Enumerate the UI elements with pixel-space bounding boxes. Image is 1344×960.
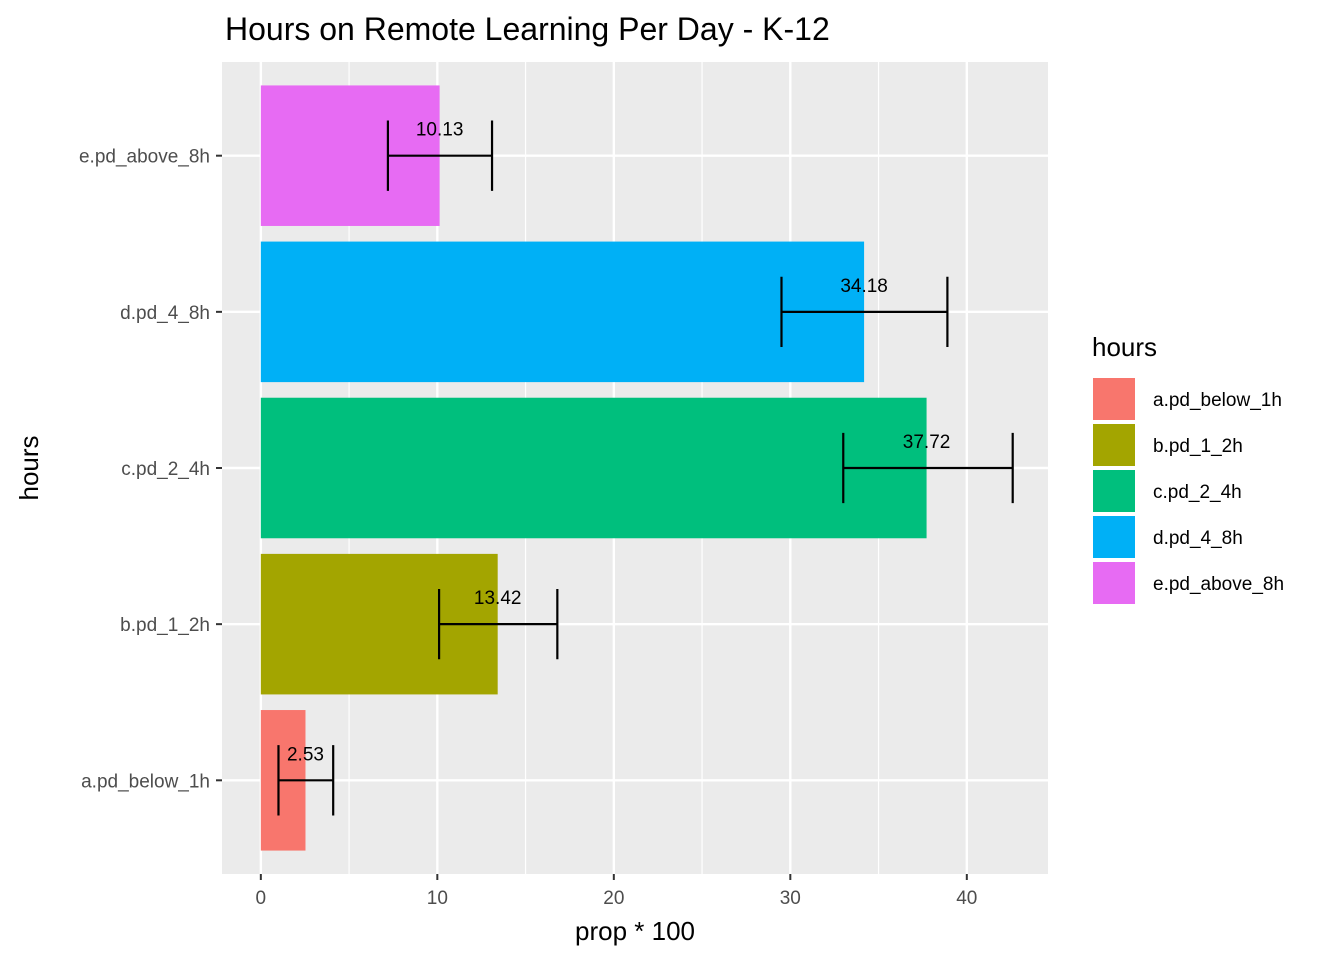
grid-lines [222, 62, 1048, 874]
legend-label-d.pd_4_8h: d.pd_4_8h [1153, 528, 1243, 549]
bar-c.pd_2_4h [260, 397, 927, 539]
x-axis-title: prop * 100 [575, 916, 695, 946]
data-label-b.pd_1_2h: 13.42 [474, 588, 522, 609]
legend-title: hours [1092, 332, 1157, 362]
y-tick-label: e.pd_above_8h [79, 147, 210, 168]
legend-label-a.pd_below_1h: a.pd_below_1h [1153, 390, 1282, 411]
legend-label-b.pd_1_2h: b.pd_1_2h [1153, 436, 1243, 457]
y-tick-label: a.pd_below_1h [81, 771, 210, 792]
chart-title: Hours on Remote Learning Per Day - K-12 [225, 11, 830, 47]
x-tick-label: 10 [427, 888, 448, 909]
legend-label-e.pd_above_8h: e.pd_above_8h [1153, 574, 1284, 595]
error-bar-c.pd_2_4h [842, 432, 1014, 504]
x-tick-label: 40 [956, 888, 977, 909]
legend-key-b.pd_1_2h [1091, 422, 1137, 468]
y-axis-title: hours [14, 435, 44, 500]
x-tick-label: 20 [603, 888, 624, 909]
x-tick-label: 0 [256, 888, 267, 909]
error-bars [277, 120, 1014, 816]
legend: hours a.pd_below_1h b.pd_1_2h c.pd_2_4h d.p… [1091, 332, 1284, 606]
data-labels: 2.53 13.42 37.72 34.18 10.13 [287, 120, 950, 766]
error-bar-d.pd_4_8h [780, 276, 949, 347]
legend-key-e.pd_above_8h [1091, 560, 1137, 606]
x-tick-label: 30 [780, 888, 801, 909]
y-tick-label: c.pd_2_4h [121, 459, 210, 480]
data-label-c.pd_2_4h: 37.72 [903, 432, 951, 453]
error-bar-e.pd_above_8h [386, 120, 494, 191]
y-tick-label: d.pd_4_8h [120, 303, 210, 324]
error-bar-a.pd_below_1h [277, 745, 335, 816]
data-label-e.pd_above_8h: 10.13 [416, 120, 464, 141]
x-axis-ticks: 0 10 20 30 40 [256, 874, 977, 909]
y-axis-ticks: a.pd_below_1h b.pd_1_2h c.pd_2_4h d.pd_4_8h… [79, 147, 222, 792]
data-label-d.pd_4_8h: 34.18 [840, 276, 888, 297]
legend-key-a.pd_below_1h [1091, 376, 1137, 422]
data-label-a.pd_below_1h: 2.53 [287, 744, 324, 765]
bar-d.pd_4_8h [260, 241, 865, 383]
legend-key-d.pd_4_8h [1091, 514, 1137, 560]
error-bar-b.pd_1_2h [437, 589, 559, 660]
bars [260, 85, 927, 851]
legend-key-c.pd_2_4h [1091, 468, 1137, 514]
legend-label-c.pd_2_4h: c.pd_2_4h [1153, 482, 1242, 503]
y-tick-label: b.pd_1_2h [120, 615, 210, 636]
